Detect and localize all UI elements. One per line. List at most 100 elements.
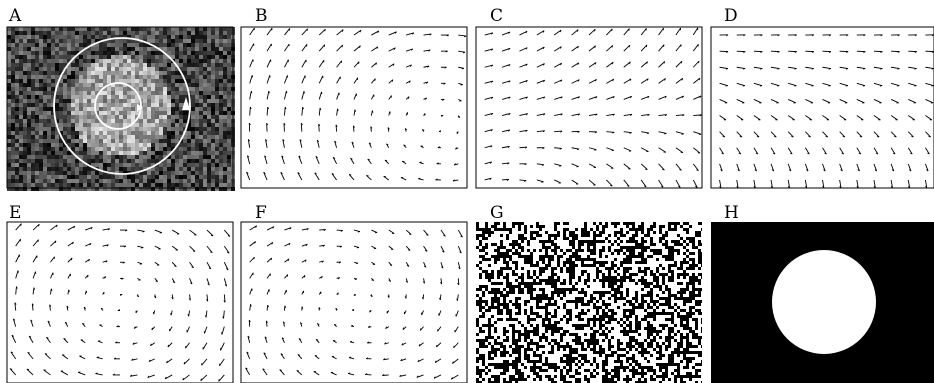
field-arrow [206, 245, 213, 253]
field-arrow [623, 95, 632, 100]
field-arrow [102, 244, 109, 247]
field-arrow [788, 66, 797, 69]
field-arrow [925, 131, 931, 138]
field-arrow [223, 262, 229, 271]
field-arrow [297, 354, 303, 360]
field-arrow [519, 96, 528, 100]
field-arrow [371, 46, 379, 52]
field-arrow [366, 175, 372, 181]
field-arrow [693, 77, 701, 84]
field-arrow [554, 96, 563, 100]
field-arrow [658, 27, 664, 36]
field-arrow [47, 320, 51, 327]
field-arrow [336, 108, 338, 116]
field-arrow [26, 368, 34, 376]
field-arrow [588, 45, 596, 52]
field-arrow [15, 270, 19, 279]
field-arrow [502, 162, 510, 165]
field-arrow [30, 319, 34, 327]
field-arrow [908, 66, 917, 69]
field-arrow [249, 288, 253, 295]
field-arrow [249, 91, 252, 100]
field-arrow [453, 342, 459, 349]
field-arrow [658, 95, 667, 100]
field-arrow [249, 107, 251, 116]
field-arrow [284, 258, 290, 263]
field-arrow [736, 131, 743, 138]
field-arrow [805, 131, 811, 138]
field-arrow [839, 163, 843, 172]
field-arrow [890, 99, 899, 104]
field-arrow [246, 171, 251, 181]
field-arrow [423, 65, 430, 68]
field-arrow [519, 179, 527, 182]
field-arrow [370, 110, 373, 116]
field-arrow [736, 147, 742, 155]
field-arrow [606, 45, 613, 52]
field-arrow [263, 352, 268, 360]
field-arrow [606, 61, 614, 68]
field-arrow [641, 131, 650, 134]
field-arrow [282, 139, 285, 148]
field-arrow [436, 342, 442, 348]
field-arrow [484, 129, 493, 133]
field-arrow [588, 96, 598, 100]
field-arrow [908, 115, 915, 121]
field-arrow [263, 171, 268, 181]
field-arrow [891, 66, 900, 69]
panel-e-vector-field [6, 221, 234, 383]
field-arrow [623, 28, 630, 36]
field-arrow [284, 242, 291, 247]
field-arrow [606, 113, 615, 116]
field-arrow [623, 113, 633, 116]
field-arrow [406, 32, 415, 36]
field-arrow [770, 115, 778, 121]
field-arrow [314, 355, 320, 360]
field-arrow [719, 66, 729, 69]
field-arrow [753, 131, 760, 138]
field-arrow [753, 147, 759, 155]
field-arrow [183, 358, 190, 365]
field-arrow [336, 76, 341, 84]
field-arrow [606, 179, 613, 187]
field-arrow [15, 223, 22, 231]
field-arrow [438, 310, 442, 316]
field-arrow [347, 373, 355, 376]
panel-frame [475, 26, 703, 189]
field-arrow [640, 147, 649, 153]
panel-c-vector-field [475, 26, 703, 189]
field-arrow [406, 48, 413, 52]
field-arrow [839, 147, 844, 155]
field-arrow [50, 240, 57, 247]
field-arrow [383, 358, 389, 361]
field-arrow [571, 62, 580, 68]
field-arrow [908, 99, 916, 104]
field-arrow [770, 131, 777, 138]
field-arrow [330, 372, 337, 376]
field-arrow [298, 155, 303, 165]
field-arrow [606, 78, 614, 84]
field-arrow [675, 77, 684, 84]
field-arrow [171, 229, 180, 235]
field-arrow [32, 223, 40, 231]
field-arrow [171, 261, 177, 267]
field-arrow [907, 131, 914, 138]
field-arrow [658, 147, 667, 153]
field-arrow [154, 261, 160, 266]
field-arrow [316, 140, 320, 148]
field-arrow [753, 163, 757, 172]
field-arrow [839, 179, 842, 189]
field-arrow [353, 61, 360, 68]
field-arrow [336, 92, 340, 100]
field-arrow [553, 46, 562, 52]
field-arrow [433, 374, 442, 379]
panel-label-c: C [490, 6, 503, 26]
field-arrow [301, 228, 309, 231]
field-arrow [102, 228, 110, 231]
field-arrow [693, 131, 702, 135]
field-arrow [205, 310, 208, 318]
field-arrow [536, 163, 544, 166]
panel-frame [240, 221, 468, 383]
field-arrow [640, 28, 647, 36]
